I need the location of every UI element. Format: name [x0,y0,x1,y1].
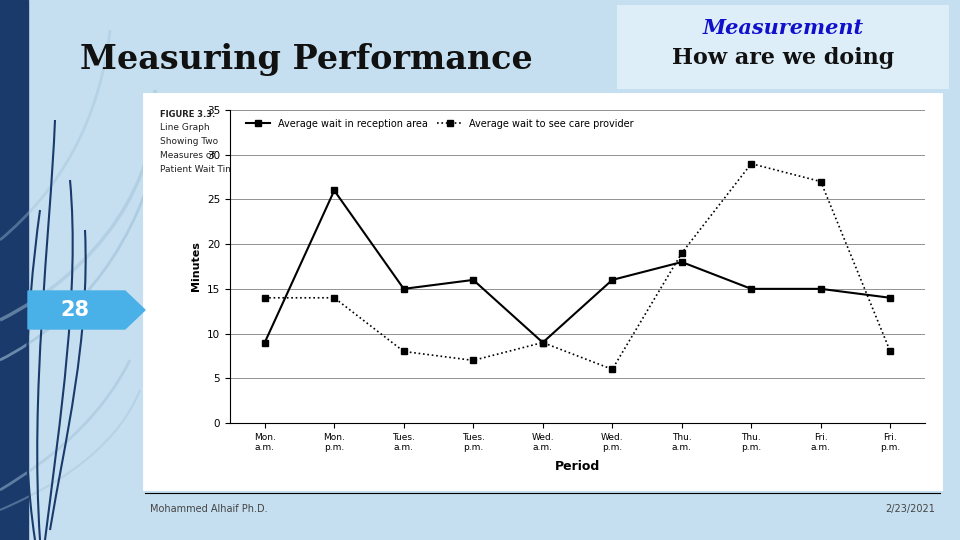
Bar [145,95,940,488]
Text: FIGURE 3.3.: FIGURE 3.3. [160,110,215,119]
Text: Patient Wait Time: Patient Wait Time [160,165,240,174]
Average wait to see care provider [607,366,618,373]
Line: Average wait in reception area: Average wait in reception area [262,188,893,345]
Average wait to see care provider [398,348,410,355]
Polygon shape [28,291,145,329]
Average wait to see care provider [537,339,548,346]
Text: Measures of: Measures of [160,151,215,160]
Average wait in reception area [746,286,757,292]
Bar [0,0,28,540]
Average wait in reception area [537,339,548,346]
Average wait in reception area [676,259,687,265]
Text: How are we doing: How are we doing [672,47,894,69]
Line: Average wait to see care provider: Average wait to see care provider [262,161,893,372]
Average wait in reception area [259,339,271,346]
Text: 28: 28 [60,300,89,320]
Average wait to see care provider [468,357,479,363]
Average wait to see care provider [746,160,757,167]
Average wait in reception area [328,187,340,194]
Bar [618,6,948,88]
Average wait in reception area [468,276,479,283]
Average wait in reception area [815,286,827,292]
Text: Line Graph: Line Graph [160,123,209,132]
Text: Mohammed Alhaif Ph.D.: Mohammed Alhaif Ph.D. [150,504,268,514]
Average wait in reception area [607,276,618,283]
Text: Measuring Performance: Measuring Performance [80,44,533,77]
X-axis label: Period: Period [555,461,600,474]
Average wait to see care provider [259,294,271,301]
Text: Measurement: Measurement [703,18,864,38]
Text: Showing Two: Showing Two [160,137,218,146]
Average wait to see care provider [676,250,687,256]
Y-axis label: Minutes: Minutes [191,241,202,292]
Average wait to see care provider [815,178,827,185]
Average wait in reception area [884,294,896,301]
Legend: Average wait in reception area, Average wait to see care provider: Average wait in reception area, Average … [242,115,638,133]
Average wait in reception area [398,286,410,292]
Text: 2/23/2021: 2/23/2021 [885,504,935,514]
Average wait to see care provider [328,294,340,301]
Average wait to see care provider [884,348,896,355]
